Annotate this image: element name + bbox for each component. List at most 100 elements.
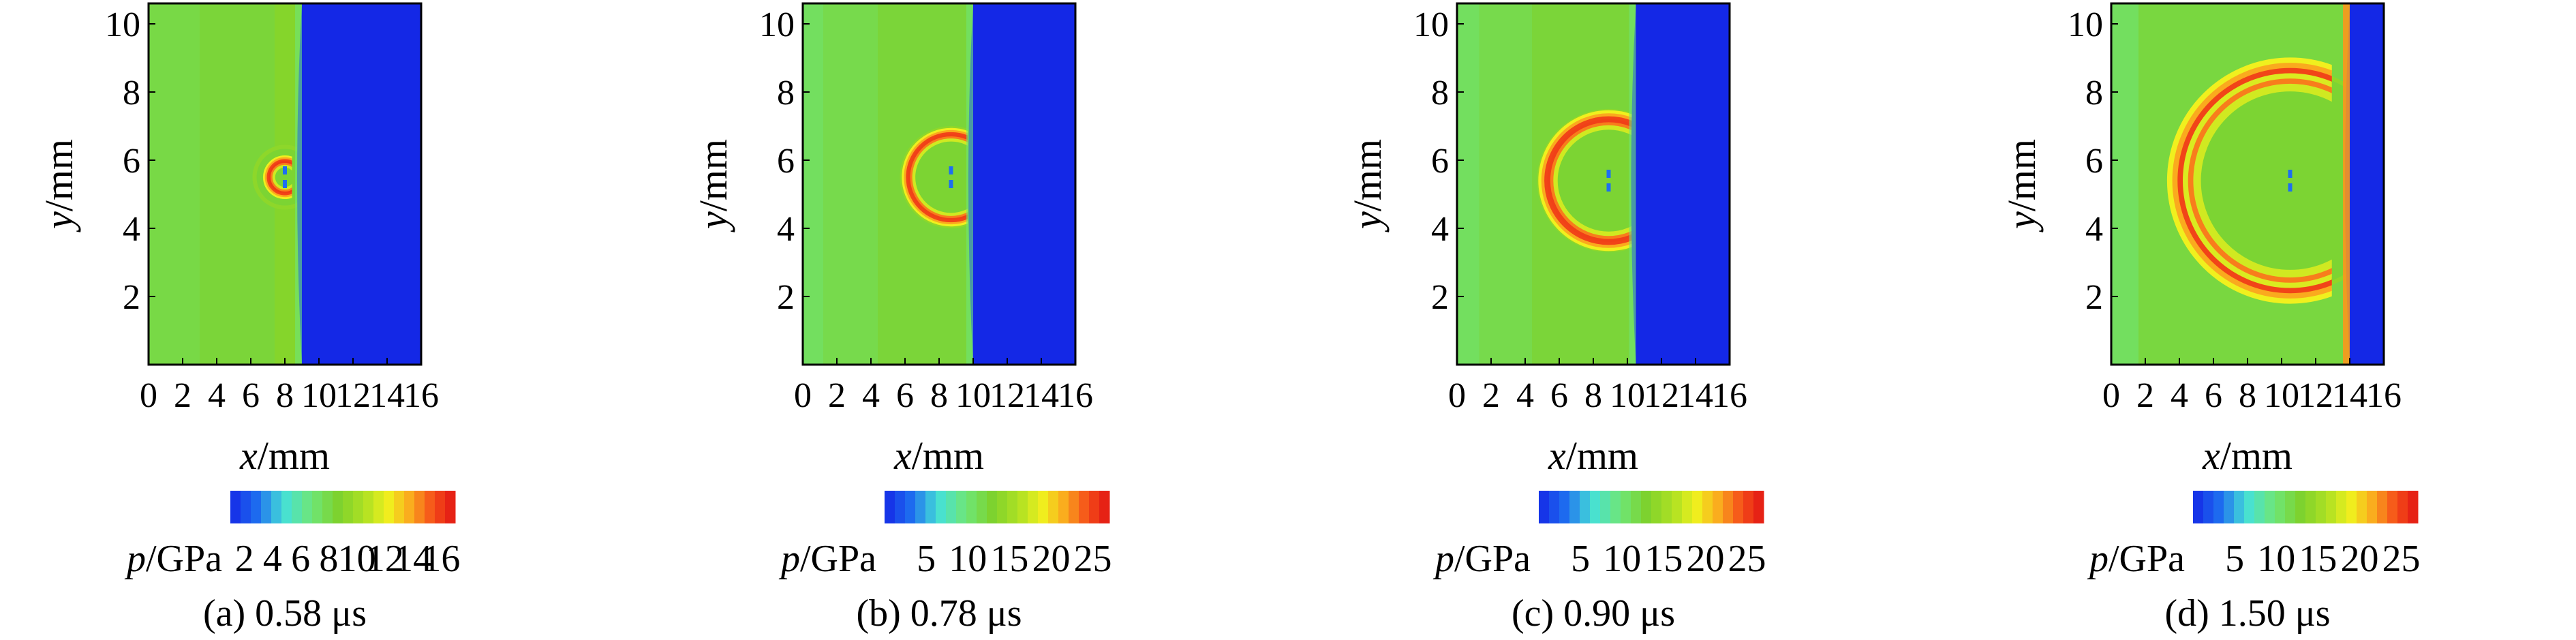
colorbar-tick-label: 8	[319, 538, 338, 580]
x-axis-label: x/mm	[2202, 433, 2293, 478]
x-tick-label: 16	[2366, 376, 2402, 415]
pressure-field	[2111, 3, 2384, 365]
x-tick-label: 0	[140, 376, 157, 415]
colorbar-segment	[2193, 491, 2204, 523]
y-tick-label: 10	[1413, 5, 1449, 44]
x-tick-label: 6	[896, 376, 914, 415]
x-tick-label: 14	[369, 376, 405, 415]
unshocked-region	[2345, 3, 2384, 365]
colorbar-segment	[1580, 491, 1591, 523]
y-tick-label: 10	[2068, 5, 2103, 44]
y-tick-label: 6	[1431, 142, 1449, 181]
shock-band	[1538, 110, 1633, 252]
colorbar-segment	[1539, 491, 1550, 523]
interface-edge	[966, 3, 973, 365]
marker	[1606, 183, 1611, 192]
colorbar-segment	[1713, 491, 1723, 523]
colorbar-segment	[445, 491, 456, 523]
colorbar-segment	[384, 491, 395, 523]
colorbar-segment	[241, 491, 251, 523]
colorbar-segment	[343, 491, 354, 523]
interface-edge	[2343, 3, 2350, 365]
colorbar-segment	[966, 491, 977, 523]
colorbar-segment	[895, 491, 906, 523]
x-tick-label: 12	[990, 376, 1025, 415]
y-axis-label: y/mm	[1999, 139, 2044, 232]
colorbar-segment	[1661, 491, 1672, 523]
shock-band	[1541, 113, 1633, 248]
colorbar-segment	[1038, 491, 1049, 523]
shock-band	[272, 164, 292, 190]
colorbar-segment	[1017, 491, 1028, 523]
shock-band	[902, 127, 968, 227]
marker	[2288, 183, 2293, 192]
y-tick-label: 6	[123, 142, 140, 181]
colorbar-tick-label: 14	[394, 538, 432, 580]
colorbar-segment	[2265, 491, 2275, 523]
y-tick-label: 10	[759, 5, 795, 44]
x-axis-label: x/mm	[239, 433, 330, 478]
colorbar-segment	[2244, 491, 2255, 523]
y-tick-label: 2	[123, 278, 140, 317]
colorbar-segment	[363, 491, 374, 523]
x-tick-label: 2	[828, 376, 846, 415]
colorbar-segment	[322, 491, 333, 523]
colorbar-tick-label: 10	[338, 538, 376, 580]
shock-band	[1544, 116, 1633, 245]
colorbar-segment	[2377, 491, 2388, 523]
panel-caption: (a) 0.58 μs	[203, 592, 367, 635]
colorbar-segment	[1048, 491, 1059, 523]
colorbar-tick-label: 10	[1603, 538, 1641, 580]
colorbar-label: p/GPa	[2087, 538, 2185, 580]
x-tick-label: 14	[2332, 376, 2367, 415]
colorbar-segment	[1079, 491, 1090, 523]
unshocked-region	[297, 3, 421, 365]
shock-band	[263, 155, 292, 199]
shock-band	[2193, 83, 2332, 278]
shock-band	[271, 163, 292, 192]
y-tick-label: 8	[1431, 74, 1449, 112]
x-tick-label: 10	[301, 376, 337, 415]
colorbar-segment	[1753, 491, 1764, 523]
x-tick-label: 14	[1678, 376, 1713, 415]
colorbar-segment	[2326, 491, 2337, 523]
colorbar-segment	[2224, 491, 2235, 523]
colorbar-segment	[1600, 491, 1611, 523]
colorbar-label: p/GPa	[124, 538, 222, 580]
x-tick-label: 0	[1448, 376, 1466, 415]
unshocked-region	[968, 3, 1075, 365]
colorbar	[230, 491, 456, 523]
x-tick-label: 12	[2298, 376, 2333, 415]
x-tick-label: 0	[794, 376, 812, 415]
colorbar-label: p/GPa	[778, 538, 876, 580]
colorbar-segment	[2234, 491, 2245, 523]
shock-front	[2166, 57, 2332, 304]
colorbar-segment	[2367, 491, 2378, 523]
pressure-band	[803, 3, 823, 365]
colorbar-segment	[1549, 491, 1560, 523]
shock-band	[908, 134, 968, 220]
x-tick-label: 16	[1712, 376, 1747, 415]
colorbar-segment	[2408, 491, 2419, 523]
colorbar-tick-label: 16	[422, 538, 460, 580]
marker	[283, 166, 287, 174]
marker	[1606, 170, 1611, 178]
y-tick-label: 8	[2085, 74, 2103, 112]
pressure-band	[2111, 3, 2138, 365]
pressure-band	[1479, 3, 1532, 365]
x-tick-label: 6	[242, 376, 260, 415]
shock-band	[1550, 122, 1633, 239]
colorbar-segment	[1621, 491, 1631, 523]
colorbar-tick-label: 20	[1686, 538, 1724, 580]
pressure-band	[1457, 3, 1479, 365]
x-tick-label: 10	[1610, 376, 1645, 415]
colorbar-segment	[2336, 491, 2347, 523]
shock-front	[902, 127, 968, 227]
colorbar-segment	[2254, 491, 2265, 523]
colorbar-segment	[435, 491, 446, 523]
interface-edge	[295, 3, 302, 365]
shock-band	[2177, 67, 2332, 294]
colorbar-label: p/GPa	[1432, 538, 1531, 580]
